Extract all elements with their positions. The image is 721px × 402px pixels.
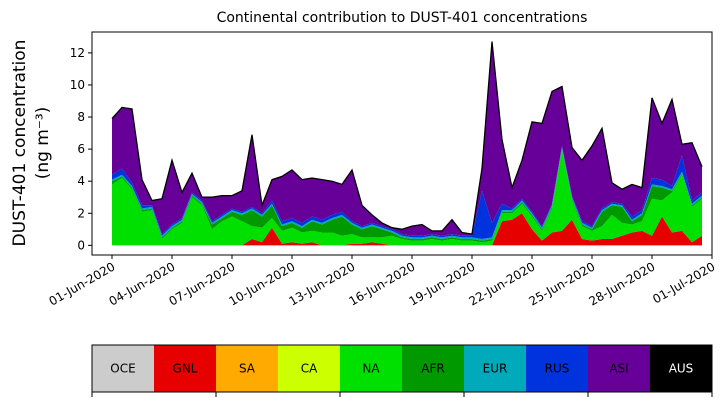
legend: OCE GNL SA CA NA AFR EUR RUS ASI AUS xyxy=(91,344,713,397)
y-tick-label: 10 xyxy=(70,78,85,92)
y-tick-label: 12 xyxy=(70,46,85,60)
legend-swatch-na xyxy=(340,345,403,392)
legend-label-oce: OCE xyxy=(110,362,135,376)
x-tick-label: 01-Jul-2020 xyxy=(650,259,717,306)
legend-swatch-asi xyxy=(588,345,651,392)
x-tick-label: 28-Jun-2020 xyxy=(587,259,658,308)
legend-swatch-oce xyxy=(92,345,155,392)
x-axis: 01-Jun-202004-Jun-202007-Jun-202010-Jun-… xyxy=(47,255,718,309)
x-tick-label: 19-Jun-2020 xyxy=(407,259,478,308)
x-tick-label: 07-Jun-2020 xyxy=(167,259,238,308)
area-asi xyxy=(112,41,702,236)
legend-swatch-ca xyxy=(278,345,341,392)
x-tick-label: 13-Jun-2020 xyxy=(287,259,358,308)
stacked-areas xyxy=(112,41,702,246)
y-tick-label: 6 xyxy=(77,142,85,156)
y-tick-label: 4 xyxy=(77,174,85,188)
x-tick-label: 22-Jun-2020 xyxy=(467,259,538,308)
legend-label-na: NA xyxy=(362,362,380,376)
legend-swatch-aus xyxy=(650,345,713,392)
legend-swatch-afr xyxy=(402,345,465,392)
legend-label-gnl: GNL xyxy=(173,362,198,376)
x-tick-label: 25-Jun-2020 xyxy=(527,259,598,308)
x-tick-label: 10-Jun-2020 xyxy=(227,259,298,308)
legend-label-sa: SA xyxy=(239,362,256,376)
legend-label-aus: AUS xyxy=(669,362,694,376)
area-na xyxy=(112,150,702,246)
y-axis-label-line1: DUST-401 concentration xyxy=(10,40,30,247)
legend-label-rus: RUS xyxy=(545,362,570,376)
area-gnl xyxy=(112,213,702,246)
legend-swatch-gnl xyxy=(154,345,217,392)
y-tick-label: 8 xyxy=(77,110,85,124)
total-outline xyxy=(111,41,703,235)
legend-label-eur: EUR xyxy=(483,362,508,376)
chart-title: Continental contribution to DUST-401 con… xyxy=(217,10,588,26)
y-tick-label: 2 xyxy=(77,206,85,220)
x-tick-label: 16-Jun-2020 xyxy=(347,259,418,308)
legend-swatch-eur xyxy=(464,345,527,392)
legend-swatch-sa xyxy=(216,345,279,392)
legend-label-asi: ASI xyxy=(609,362,628,376)
legend-label-afr: AFR xyxy=(421,362,444,376)
legend-swatch-rus xyxy=(526,345,589,392)
area-afr xyxy=(112,149,702,243)
y-tick-label: 0 xyxy=(77,238,85,252)
plot-frame xyxy=(91,31,713,256)
y-axis: 0 2 4 6 8 10 12 xyxy=(70,46,92,252)
legend-frame xyxy=(91,344,713,393)
legend-label-ca: CA xyxy=(301,362,318,376)
x-tick-label: 01-Jun-2020 xyxy=(47,259,118,308)
x-tick-label: 04-Jun-2020 xyxy=(107,259,178,308)
y-axis-label-line2: (ng m⁻³) xyxy=(33,107,53,180)
